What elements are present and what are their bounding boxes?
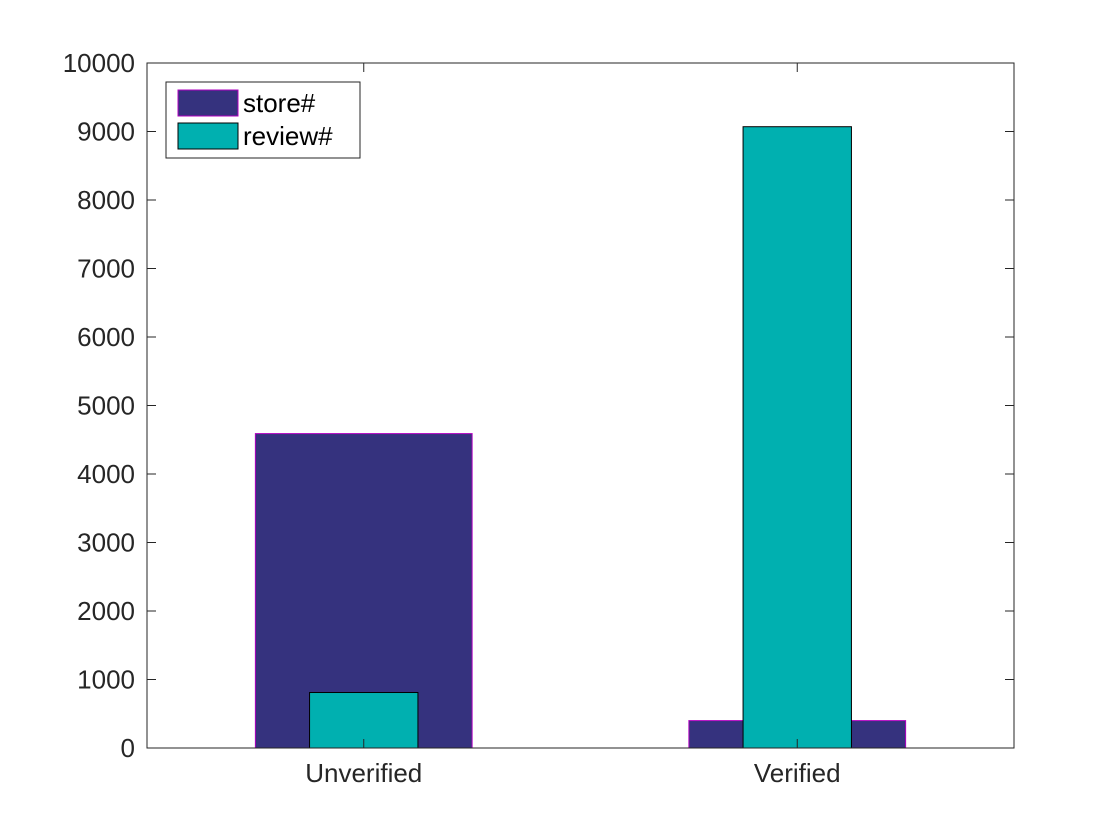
bar-review-unverified [309, 692, 419, 749]
y-tick-label: 5000 [77, 391, 135, 421]
y-tick-label: 3000 [77, 528, 135, 558]
y-tick-label: 10000 [63, 48, 135, 78]
legend: store#review# [165, 81, 361, 159]
legend-label-store: store# [243, 88, 316, 118]
legend-swatch-store [177, 89, 239, 117]
y-tick-label: 0 [121, 733, 135, 763]
y-tick-label: 8000 [77, 185, 135, 215]
y-tick-label: 1000 [77, 665, 135, 695]
y-tick-label: 6000 [77, 322, 135, 352]
legend-swatch-review [177, 122, 239, 150]
y-tick-label: 9000 [77, 117, 135, 147]
bars-group [254, 126, 907, 749]
x-tick-label: Unverified [305, 758, 422, 788]
y-tick-label: 4000 [77, 459, 135, 489]
y-tick-label: 2000 [77, 596, 135, 626]
y-tick-label: 7000 [77, 254, 135, 284]
bar-review-verified [742, 126, 852, 749]
legend-label-review: review# [243, 121, 333, 151]
x-tick-label: Verified [754, 758, 841, 788]
axes-group: 0 1000 2000 3000 4000 5000 6000 7000 8000 9000 100… [63, 48, 1015, 788]
